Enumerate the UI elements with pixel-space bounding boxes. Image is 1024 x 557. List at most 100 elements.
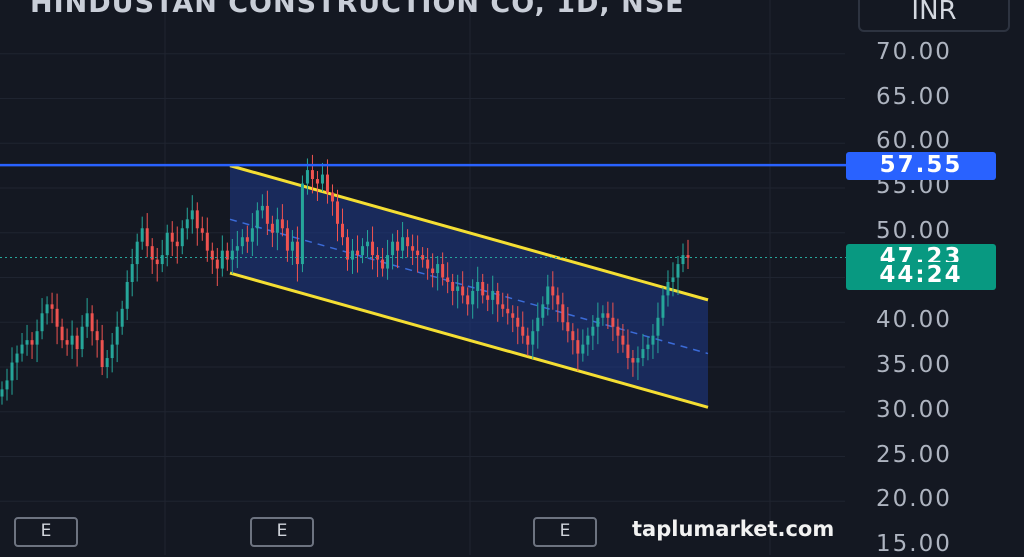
- candle-body: [366, 241, 370, 247]
- candle-body: [215, 259, 219, 269]
- currency-selector[interactable]: INR: [858, 0, 1010, 32]
- candle-body: [371, 241, 375, 256]
- candle-body: [50, 304, 54, 309]
- candle-body: [210, 250, 214, 260]
- candle-body: [280, 219, 284, 229]
- candle-body: [325, 174, 329, 193]
- channel-lower-line: [229, 271, 709, 409]
- candle-body: [120, 308, 124, 327]
- candle-body: [636, 358, 640, 363]
- candle-body: [416, 250, 420, 256]
- candle-body: [476, 281, 480, 291]
- candle-body: [536, 317, 540, 332]
- candle-body: [185, 219, 189, 229]
- candle-body: [571, 331, 575, 341]
- candle-body: [35, 331, 39, 345]
- candle-body: [20, 344, 24, 354]
- candle-body: [546, 286, 550, 305]
- price-axis-label: 20.00: [876, 486, 952, 513]
- candle-body: [601, 313, 605, 318]
- candle-body: [30, 340, 34, 345]
- price-axis-label: 35.00: [876, 352, 952, 378]
- candle-body: [25, 340, 29, 345]
- candle-body: [631, 358, 635, 363]
- candle-body: [391, 241, 395, 256]
- candle-body: [235, 246, 239, 251]
- candle-body: [190, 210, 194, 220]
- candle-body: [516, 317, 520, 327]
- channel-midline: [229, 218, 709, 355]
- candle-body: [180, 228, 184, 247]
- candle-body: [275, 219, 279, 233]
- candle-body: [481, 281, 485, 296]
- candle-body: [335, 201, 339, 224]
- candle-body: [356, 250, 360, 256]
- candle-body: [496, 290, 500, 305]
- candle-body: [300, 183, 304, 265]
- candle-body: [170, 232, 174, 242]
- earnings-event-badge[interactable]: E: [533, 517, 597, 547]
- earnings-event-badge[interactable]: E: [250, 517, 314, 547]
- candle-body: [581, 344, 585, 354]
- countdown-tag: 44:24: [846, 262, 996, 290]
- candle-body: [521, 326, 525, 336]
- candle-body: [5, 380, 9, 390]
- candle-body: [155, 259, 159, 265]
- candle-body: [641, 349, 645, 359]
- candle-body: [401, 237, 405, 251]
- candle-body: [240, 237, 244, 247]
- candle-body: [250, 228, 254, 242]
- candle-body: [501, 304, 505, 309]
- candle-body: [150, 246, 154, 260]
- candle-body: [686, 255, 690, 258]
- candle-body: [676, 264, 680, 278]
- candle-body: [330, 192, 334, 202]
- price-axis-label: 40.00: [876, 307, 952, 334]
- candle-body: [511, 313, 515, 318]
- candle-body: [441, 264, 445, 278]
- candle-body: [270, 223, 274, 233]
- candle-body: [576, 340, 580, 354]
- candle-body: [616, 326, 620, 336]
- candle-body: [596, 317, 600, 327]
- candlestick-series: [0, 154, 690, 405]
- price-axis-label: 65.00: [876, 83, 952, 110]
- candle-body: [351, 250, 355, 260]
- candle-body: [611, 317, 615, 327]
- candle-body: [426, 259, 430, 269]
- candle-body: [95, 331, 99, 341]
- candle-body: [456, 286, 460, 291]
- candle-body: [85, 313, 89, 327]
- candle-body: [40, 313, 44, 332]
- resistance-price-tag: 57.55: [846, 152, 996, 180]
- candle-body: [305, 170, 309, 184]
- candle-body: [396, 241, 400, 251]
- candle-body: [105, 358, 109, 367]
- price-axis-label: 25.00: [876, 441, 952, 468]
- candle-body: [626, 344, 630, 359]
- candle-body: [175, 241, 179, 247]
- candle-body: [466, 295, 470, 305]
- candle-body: [531, 331, 535, 345]
- candle-body: [556, 295, 560, 305]
- candle-body: [200, 228, 204, 233]
- candle-body: [436, 264, 440, 274]
- candle-body: [506, 308, 510, 314]
- candle-body: [315, 179, 319, 184]
- candle-body: [75, 335, 79, 350]
- candle-body: [386, 255, 390, 269]
- candle-body: [340, 223, 344, 238]
- channel-upper-line: [229, 164, 709, 302]
- candle-body: [295, 241, 299, 265]
- candle-body: [491, 290, 495, 300]
- price-axis-label: 60.00: [876, 128, 952, 155]
- candle-body: [656, 317, 660, 336]
- candle-body: [245, 237, 249, 242]
- candle-body: [225, 250, 229, 260]
- earnings-event-badge[interactable]: E: [14, 517, 78, 547]
- candle-body: [160, 255, 164, 265]
- price-axis-label: 70.00: [876, 38, 952, 65]
- candle-body: [646, 344, 650, 350]
- price-axis-label: 50.00: [876, 217, 952, 244]
